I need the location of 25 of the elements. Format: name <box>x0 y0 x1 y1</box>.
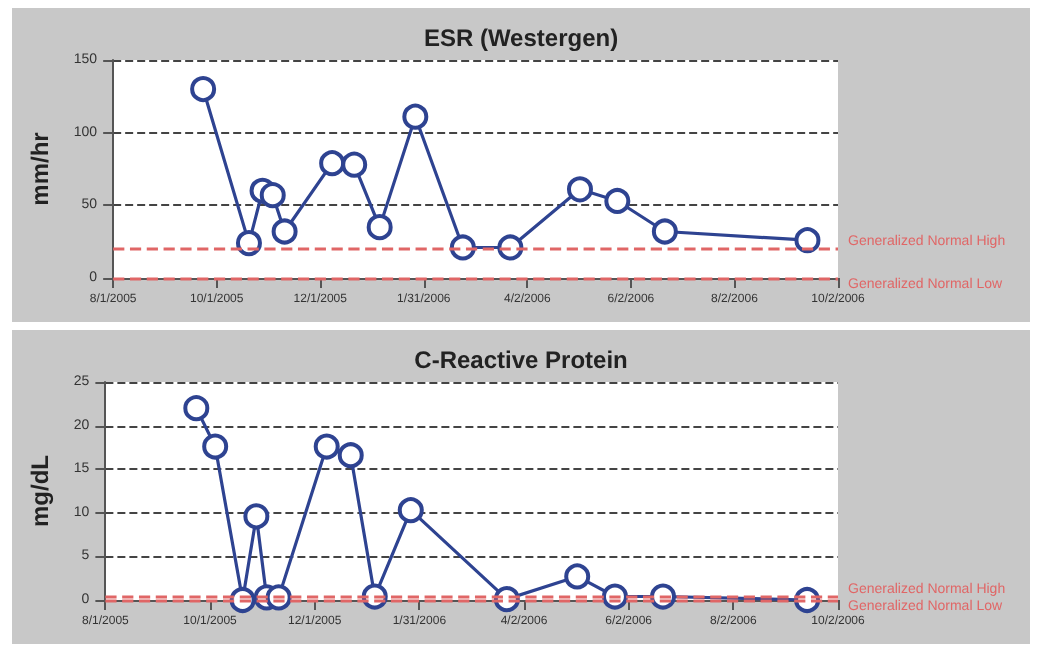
point <box>366 214 393 241</box>
y-axis-title: mg/dL <box>26 455 54 527</box>
point <box>313 433 340 460</box>
point <box>567 176 593 203</box>
chart-title: ESR (Westergen) <box>423 24 619 52</box>
point <box>564 563 591 590</box>
point <box>397 497 424 524</box>
point <box>449 234 476 261</box>
point <box>402 103 429 130</box>
point <box>319 150 346 177</box>
y-axis-title: mm/hr <box>26 131 54 206</box>
point <box>271 218 298 245</box>
point <box>497 234 524 261</box>
point <box>794 227 821 254</box>
point <box>190 76 217 103</box>
point <box>651 218 678 245</box>
point <box>604 187 631 214</box>
point <box>243 503 270 530</box>
chart-title: C-Reactive Protein <box>414 346 628 374</box>
point <box>183 395 210 422</box>
point <box>337 442 364 469</box>
point <box>202 433 229 460</box>
point <box>259 182 286 209</box>
point <box>341 151 368 178</box>
point <box>235 230 262 257</box>
